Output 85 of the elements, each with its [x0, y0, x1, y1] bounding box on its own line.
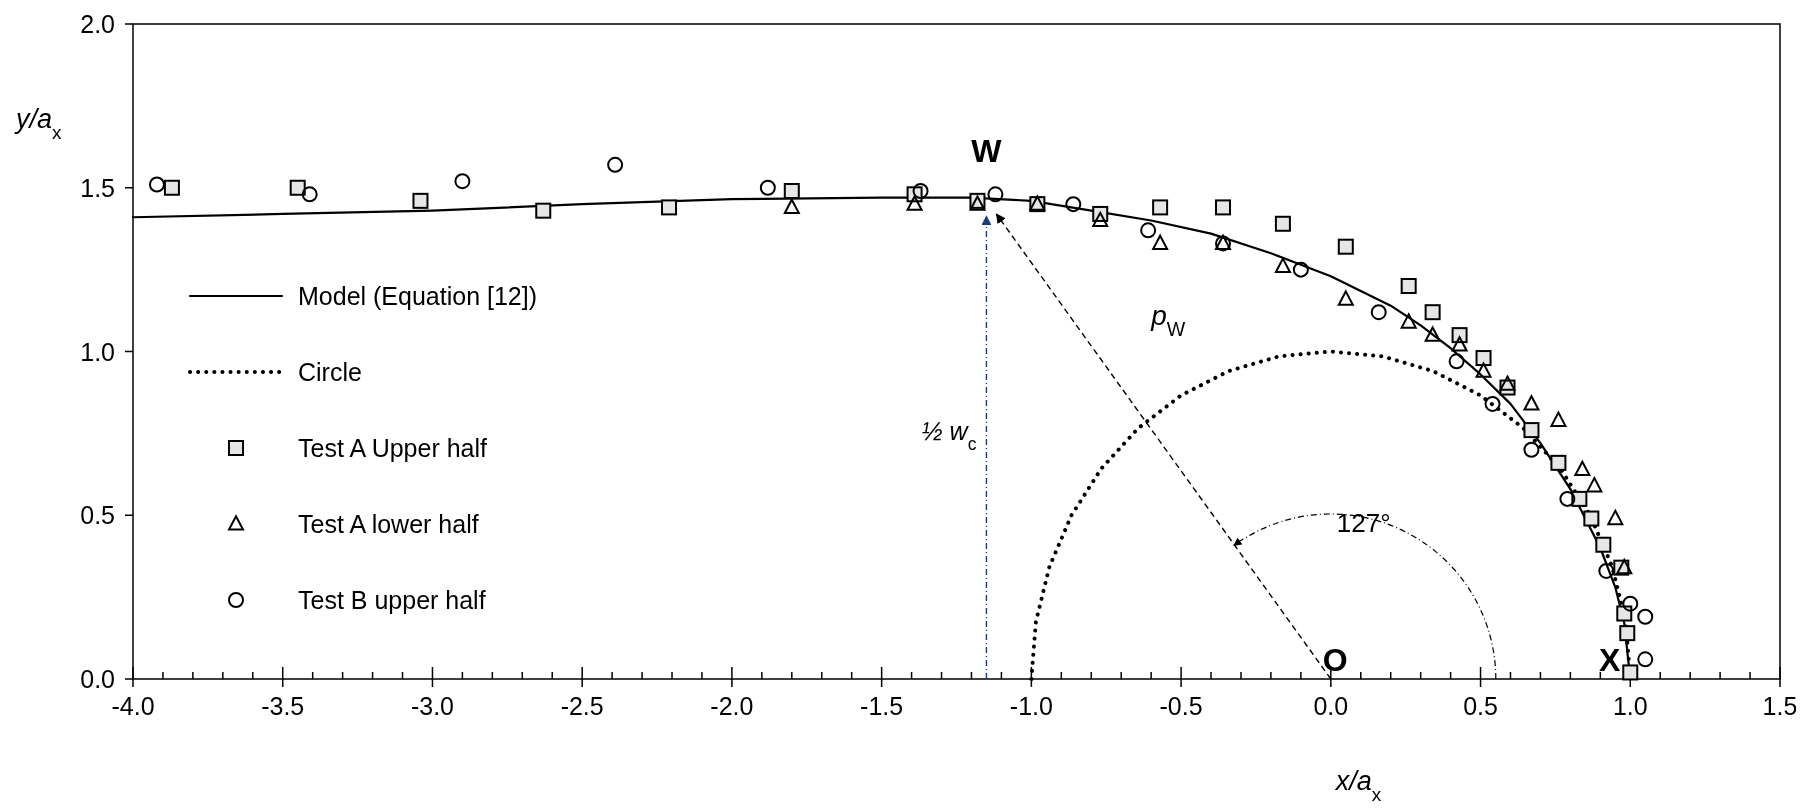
x-tick-label: -0.5 — [1159, 692, 1203, 720]
point — [1274, 215, 1291, 232]
point — [1424, 304, 1441, 321]
point — [1274, 257, 1291, 273]
x-tick-label: -4.0 — [111, 692, 155, 720]
legend-label: Model (Equation [12]) — [298, 282, 538, 310]
annotation: p$_{W}$ — [1150, 300, 1186, 341]
point — [1607, 509, 1624, 526]
x-tick-label: -2.5 — [560, 692, 604, 720]
y-tick-label: 1.5 — [80, 173, 115, 202]
point — [759, 179, 776, 196]
annotation: W — [971, 133, 1003, 170]
annotation: 127° — [1336, 507, 1391, 538]
annotation: ½ w$_{c}$ — [921, 416, 977, 454]
point — [1475, 350, 1492, 367]
point — [1215, 199, 1232, 216]
point — [1337, 290, 1354, 306]
x-tick-label: 1.0 — [1612, 692, 1648, 720]
point — [1619, 625, 1636, 642]
point — [1550, 454, 1567, 471]
point — [1424, 326, 1441, 342]
legend-label: Test A lower half — [298, 510, 479, 538]
x-tick-label: -3.0 — [410, 692, 454, 720]
point — [1523, 422, 1540, 439]
point — [1152, 199, 1169, 216]
point — [1292, 261, 1309, 278]
point — [1622, 664, 1639, 681]
point — [1451, 336, 1468, 352]
point — [454, 173, 471, 190]
point — [1559, 490, 1576, 507]
point — [1152, 234, 1169, 251]
x-axis-title: x/a$_{x}$ — [1333, 766, 1382, 805]
y-tick-label: 1.0 — [80, 337, 115, 366]
point — [1574, 460, 1591, 476]
x-tick-label: 0.0 — [1313, 692, 1349, 720]
point — [1370, 304, 1387, 321]
point — [1400, 313, 1417, 329]
point — [1637, 651, 1654, 668]
point — [1583, 510, 1600, 527]
point — [412, 192, 429, 209]
annotation: X — [1598, 642, 1621, 678]
x-tick-label: 1.5 — [1762, 692, 1798, 720]
point — [1484, 395, 1501, 412]
y-tick-label: 0.5 — [80, 501, 115, 530]
x-tick-label: -1.5 — [860, 692, 904, 720]
point — [607, 156, 624, 173]
point — [987, 186, 1004, 203]
point — [1622, 595, 1639, 612]
y-axis-title: y/a$_{x}$ — [14, 104, 63, 143]
point — [1448, 353, 1465, 370]
point — [783, 183, 800, 200]
point — [1616, 605, 1633, 622]
legend-label: Test B upper half — [298, 586, 486, 614]
point — [1337, 238, 1354, 255]
point — [1523, 441, 1540, 458]
point — [1140, 222, 1157, 239]
y-tick-label: 2.0 — [80, 10, 115, 38]
point — [163, 179, 180, 196]
point — [301, 186, 318, 203]
point — [661, 199, 678, 216]
annotation: O — [1322, 642, 1348, 678]
point — [906, 195, 923, 211]
point — [1065, 196, 1082, 213]
point — [1475, 362, 1492, 378]
point — [912, 183, 929, 200]
x-tick-label: -1.0 — [1009, 692, 1053, 720]
point — [1598, 562, 1615, 579]
point — [289, 179, 306, 196]
point — [1586, 477, 1603, 493]
point — [148, 176, 165, 193]
point — [1595, 536, 1612, 553]
x-tick-label: -3.5 — [261, 692, 305, 720]
legend-label: Test A Upper half — [298, 434, 488, 462]
point — [783, 198, 800, 214]
legend-label: Circle — [298, 358, 362, 386]
point — [1499, 375, 1516, 391]
x-tick-label: -2.0 — [710, 692, 754, 720]
point — [535, 202, 552, 219]
y-tick-label: 0.0 — [80, 665, 115, 693]
x-tick-label: 0.5 — [1463, 692, 1498, 720]
point — [1523, 395, 1540, 411]
point — [1092, 211, 1109, 228]
point — [1400, 278, 1417, 294]
point — [1637, 608, 1654, 625]
point — [1550, 411, 1567, 427]
